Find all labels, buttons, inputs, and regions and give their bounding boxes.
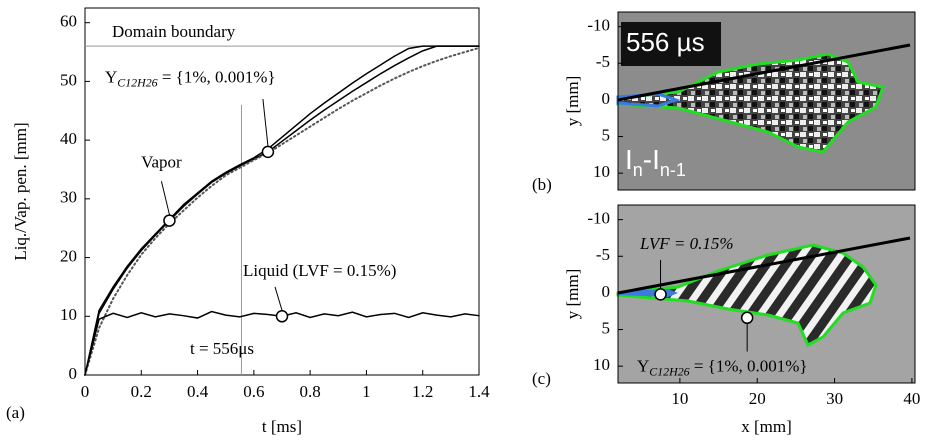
image-b <box>616 12 915 190</box>
annotation-part: Y <box>637 357 649 376</box>
marker <box>654 288 667 301</box>
reference-label: t = 556μs <box>190 339 254 358</box>
x-axis-label: t [ms] <box>262 417 302 436</box>
reference-label: Domain boundary <box>112 22 236 41</box>
panel-label: (a) <box>6 403 25 422</box>
annotation-sub: C12H26 <box>649 364 689 378</box>
y-tick-label: 10 <box>593 162 610 181</box>
series-line <box>84 45 480 376</box>
image-frame <box>617 11 916 191</box>
y-tick-label: 60 <box>60 12 77 31</box>
caption-part: -I <box>643 144 660 175</box>
timestamp: 556 µs <box>626 27 705 57</box>
x-tick-label: 40 <box>903 389 920 408</box>
panel-label: (b) <box>532 175 552 194</box>
caption: In-In-1 <box>625 144 686 179</box>
leader <box>160 181 170 215</box>
x-tick-label: 0.6 <box>243 382 264 401</box>
annotation: Vapor <box>141 153 182 172</box>
panel-label: (c) <box>532 369 551 388</box>
y-tick-label: 5 <box>602 125 611 144</box>
x-tick-label: 0.4 <box>187 382 209 401</box>
y-tick-label: 20 <box>60 246 77 265</box>
y-tick-label: 10 <box>60 305 77 324</box>
y-axis-label: y [mm] <box>563 76 582 127</box>
y-tick-label: 5 <box>602 318 611 337</box>
y-tick-label: 0 <box>69 364 78 383</box>
series-line <box>84 46 480 376</box>
annotation: YC12H26 = {1%, 0.001%} <box>105 67 276 89</box>
annotation-sub: C12H26 <box>117 75 157 89</box>
image-c <box>616 205 915 383</box>
y-tick-label: 0 <box>602 282 611 301</box>
x-axis-label: x [mm] <box>741 417 792 436</box>
marker <box>740 311 754 325</box>
x-tick-label: 0.8 <box>300 382 321 401</box>
marker <box>163 214 176 227</box>
y-tick-label: 10 <box>593 355 610 374</box>
y-axis-label: y [mm] <box>563 269 582 320</box>
annotation: YC12H26 = {1%, 0.001%} <box>637 357 808 379</box>
y-tick-label: 0 <box>602 89 611 108</box>
x-tick-label: 1.2 <box>412 382 433 401</box>
y-tick-label: -10 <box>587 16 610 35</box>
x-tick-label: 1 <box>362 382 371 401</box>
caption-part: I <box>625 144 633 175</box>
x-tick-label: 1.4 <box>468 382 490 401</box>
series-line <box>84 45 480 376</box>
annotation: LVF = 0.15% <box>639 234 733 253</box>
annotation-part: = {1%, 0.001%} <box>690 357 808 376</box>
x-tick-label: 0 <box>81 382 90 401</box>
y-tick-label: -5 <box>596 245 610 264</box>
marker <box>261 145 275 159</box>
y-axis-label: Liq./Vap. pen. [mm] <box>11 122 30 260</box>
caption-part: n <box>633 160 643 180</box>
annotation: Liquid (LVF = 0.15%) <box>243 261 396 280</box>
x-tick-label: 30 <box>826 389 843 408</box>
x-tick-label: 0.2 <box>131 382 152 401</box>
x-tick-label: 20 <box>749 389 766 408</box>
y-tick-label: -10 <box>587 209 610 228</box>
marker <box>275 310 289 323</box>
leader <box>274 286 283 311</box>
caption-part: n-1 <box>660 160 686 180</box>
x-tick-label: 10 <box>671 389 688 408</box>
y-tick-label: -5 <box>596 52 610 71</box>
y-tick-label: 50 <box>60 70 77 89</box>
annotation-part: Y <box>105 67 117 86</box>
y-tick-label: 30 <box>60 188 77 207</box>
plot-frame <box>84 7 480 376</box>
leader <box>262 98 269 146</box>
annotation-part: = {1%, 0.001%} <box>158 67 276 86</box>
image-frame <box>617 204 916 384</box>
y-tick-label: 40 <box>60 129 77 148</box>
